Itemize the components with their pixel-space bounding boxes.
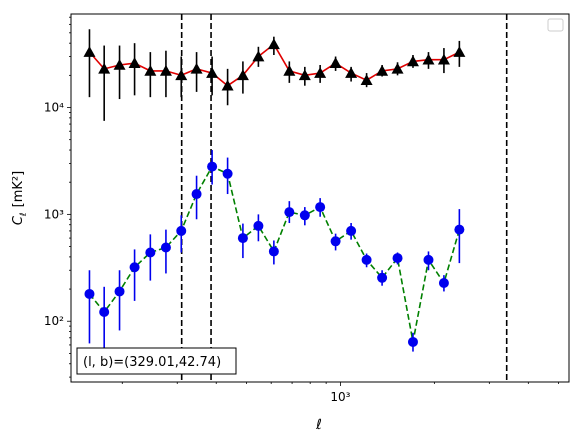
y-tick-label-1: 10³ (44, 207, 64, 221)
series-1-marker-10 (237, 233, 248, 244)
series-0-marker-19 (376, 64, 389, 76)
annotation-text: (l, b)=(329.01,42.74) (83, 355, 221, 370)
series-1-marker-0 (84, 288, 95, 299)
series-1-marker-15 (315, 202, 326, 213)
series-0-marker-12 (267, 38, 280, 50)
series-0-marker-10 (236, 69, 249, 81)
series-1-marker-8 (207, 161, 218, 172)
series-1-marker-14 (299, 210, 310, 221)
series-0-marker-17 (345, 67, 358, 78)
plot-area (83, 14, 508, 382)
series-0-marker-24 (453, 46, 466, 57)
series-1-marker-4 (145, 247, 156, 258)
y-axis-label-main: C (11, 215, 26, 225)
x-tick-label-0: 10³ (330, 390, 350, 404)
x-axis-label: ℓ (315, 417, 322, 433)
series-1-marker-20 (392, 253, 403, 264)
annotation-box: (l, b)=(329.01,42.74) (76, 347, 237, 375)
series-0-marker-18 (360, 74, 373, 86)
series-0-marker-8 (206, 67, 219, 78)
series-1-marker-7 (191, 189, 202, 200)
series-1 (84, 150, 465, 367)
y-axis-label-sub: ℓ (19, 212, 29, 217)
series-0-marker-13 (283, 64, 296, 76)
series-0-marker-22 (422, 53, 435, 65)
series-0-marker-23 (437, 53, 450, 65)
series-0-marker-5 (159, 64, 172, 76)
series-1-marker-5 (160, 242, 171, 253)
y-axis-label-unit: [mK²] (11, 171, 26, 208)
y-tick-label-0: 10² (44, 314, 64, 328)
series-1-marker-24 (454, 224, 465, 235)
series-1-marker-6 (176, 225, 187, 236)
legend-box (547, 18, 564, 32)
axes-frame (70, 13, 570, 383)
series-0-marker-15 (314, 67, 327, 78)
series-1-marker-23 (438, 277, 449, 288)
series-1-marker-22 (423, 254, 434, 265)
y-axis-label: Cℓ [mK²] (11, 171, 29, 225)
series-0-marker-9 (221, 79, 234, 91)
series-0-marker-2 (113, 58, 126, 70)
series-0-marker-11 (252, 50, 265, 62)
series-0-marker-20 (391, 62, 404, 74)
series-1-marker-2 (114, 286, 125, 297)
series-0-marker-3 (128, 57, 141, 68)
series-0-marker-16 (329, 57, 342, 68)
y-tick-label-2: 10⁴ (44, 101, 64, 115)
series-0 (83, 29, 466, 121)
series-1-marker-3 (129, 262, 140, 273)
series-1-marker-9 (222, 168, 233, 179)
series-0-marker-0 (83, 46, 96, 57)
series-1-marker-17 (346, 225, 357, 236)
series-1-marker-12 (268, 246, 279, 257)
series-0-marker-21 (406, 55, 419, 67)
series-0-marker-7 (190, 62, 203, 74)
series-1-marker-13 (284, 207, 295, 218)
series-0-marker-4 (144, 64, 157, 76)
series-1-marker-16 (330, 236, 341, 247)
series-0-marker-14 (298, 69, 311, 81)
series-0-marker-6 (175, 69, 188, 81)
series-1-marker-11 (253, 220, 264, 231)
series-1-marker-21 (407, 336, 418, 347)
axis-ticks: 10² 10³ 10⁴ 10³ (44, 16, 559, 404)
series-0-marker-1 (98, 62, 111, 74)
series-1-marker-19 (377, 272, 388, 283)
series-1-marker-18 (361, 254, 372, 265)
series-1-marker-1 (99, 307, 110, 318)
